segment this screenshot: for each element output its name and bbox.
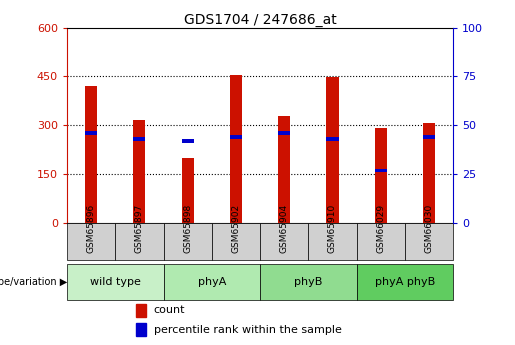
Text: GSM65898: GSM65898 [183,204,192,253]
Bar [405,223,453,260]
Bar [308,223,356,260]
Bar [375,128,387,223]
Text: count: count [154,305,185,315]
Bar [163,264,260,300]
Text: percentile rank within the sample: percentile rank within the sample [154,325,342,335]
Text: phyA phyB: phyA phyB [375,277,435,287]
Bar [356,264,453,300]
Text: GSM66029: GSM66029 [376,204,385,253]
Text: GSM65902: GSM65902 [231,204,241,253]
Text: GSM65910: GSM65910 [328,204,337,253]
Bar [260,264,356,300]
Text: phyB: phyB [294,277,322,287]
Bar [182,139,194,142]
Text: GSM65896: GSM65896 [87,204,96,253]
Text: GSM66030: GSM66030 [424,204,434,253]
Text: GSM65897: GSM65897 [135,204,144,253]
Bar [423,135,435,139]
Bar [327,137,338,141]
Bar [115,223,163,260]
Bar [356,223,405,260]
Bar [163,223,212,260]
Title: GDS1704 / 247686_at: GDS1704 / 247686_at [184,12,336,27]
Text: wild type: wild type [90,277,141,287]
Bar [375,169,387,172]
Bar [133,137,145,141]
Bar [278,116,290,223]
Bar [136,304,146,317]
Bar [85,86,97,223]
Bar [230,135,242,139]
Bar [278,131,290,135]
Text: GSM65904: GSM65904 [280,204,289,253]
Bar [212,223,260,260]
Text: phyA: phyA [198,277,226,287]
Bar [133,120,145,223]
Bar [67,264,163,300]
Bar [327,77,338,223]
Bar [85,131,97,135]
Bar [260,223,308,260]
Bar [230,76,242,223]
Bar [136,323,146,336]
Bar [67,223,115,260]
Bar [182,158,194,223]
Bar [423,123,435,223]
Text: genotype/variation ▶: genotype/variation ▶ [0,277,67,287]
